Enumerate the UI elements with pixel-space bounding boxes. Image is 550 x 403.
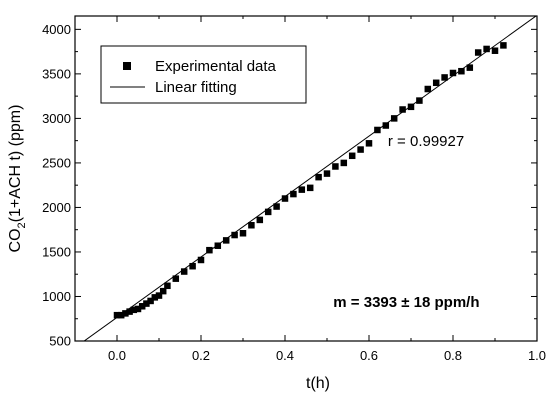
slope-annotation: m = 3393 ± 18 ppm/h: [333, 294, 479, 311]
data-point: [222, 237, 230, 244]
data-point: [206, 246, 213, 254]
correlation-annotation: r = 0.99927: [388, 133, 464, 150]
data-point: [138, 303, 146, 310]
data-point: [382, 122, 390, 129]
y-tick-label: 1500: [42, 244, 71, 259]
data-point: [180, 268, 188, 275]
axis-tick-labels: 0.0 0.2 0.4 0.6 0.8 1.0 500 1000 1500 2000 2500 300…: [42, 22, 546, 363]
x-tick-label: 0.4: [276, 348, 294, 363]
y-tick-label: 2500: [42, 155, 71, 170]
data-point: [449, 69, 457, 77]
y-axis-title-suffix: (1+ACH t) (ppm): [7, 105, 24, 223]
data-point: [197, 256, 205, 264]
data-point: [500, 42, 507, 49]
annotations: r = 0.99927 m = 3393 ± 18 ppm/h: [333, 133, 479, 311]
data-point: [357, 146, 364, 153]
x-tick-label: 1.0: [528, 348, 546, 363]
data-point: [290, 190, 297, 198]
data-point: [390, 115, 398, 122]
data-point: [143, 300, 150, 307]
data-point: [248, 221, 255, 229]
legend-label-linear-fitting: Linear fitting: [155, 79, 237, 96]
data-point: [298, 186, 306, 193]
legend-marker-experimental-data: [123, 62, 131, 70]
data-point: [407, 103, 415, 111]
x-tick-label: 0.8: [444, 348, 462, 363]
data-point: [483, 45, 490, 53]
data-point: [306, 184, 314, 192]
data-point: [458, 67, 465, 75]
data-point: [474, 49, 482, 56]
data-point: [231, 231, 238, 239]
data-point: [365, 140, 373, 147]
data-point: [134, 305, 142, 313]
data-point: [416, 97, 423, 104]
y-tick-label: 3000: [42, 111, 71, 126]
data-point: [155, 292, 163, 299]
data-point: [340, 159, 348, 167]
x-tick-label: 0.2: [192, 348, 210, 363]
data-point: [256, 216, 264, 224]
data-point: [147, 297, 154, 305]
x-tick-label: 0.6: [360, 348, 378, 363]
data-point: [399, 106, 406, 113]
data-point: [273, 203, 280, 210]
y-axis-title-prefix: CO: [7, 228, 24, 252]
data-point: [264, 208, 272, 216]
data-point: [113, 311, 121, 319]
y-axis-title: CO2(1+ACH t) (ppm): [7, 105, 28, 253]
data-point: [117, 311, 125, 319]
data-point: [164, 282, 171, 290]
data-point: [151, 294, 159, 301]
y-tick-label: 500: [49, 334, 71, 349]
y-tick-label: 2000: [42, 200, 71, 215]
data-point: [122, 310, 129, 317]
x-axis-title: t(h): [306, 375, 330, 392]
data-point: [323, 170, 331, 177]
data-point: [424, 85, 432, 93]
data-point: [491, 47, 499, 54]
data-point: [441, 74, 448, 81]
data-point: [172, 275, 180, 282]
plot-frame: [74, 15, 538, 342]
data-point: [189, 262, 196, 270]
data-point: [374, 126, 381, 134]
data-point: [315, 173, 322, 181]
data-point: [239, 230, 247, 237]
legend-label-experimental-data: Experimental data: [155, 58, 277, 75]
y-tick-label: 1000: [42, 289, 71, 304]
legend: Experimental data Linear fitting: [100, 45, 307, 104]
y-axis-title-subscript: 2: [16, 222, 28, 228]
y-tick-label: 4000: [42, 22, 71, 37]
data-point: [348, 152, 356, 160]
data-point: [332, 163, 339, 170]
data-point: [159, 287, 167, 295]
data-point: [130, 306, 138, 314]
data-point: [432, 79, 440, 87]
data-point: [126, 308, 133, 315]
plot-content: [83, 16, 537, 341]
data-point: [466, 64, 474, 71]
legend-box: [100, 45, 307, 104]
data-point: [214, 242, 222, 249]
x-tick-label: 0.0: [108, 348, 126, 363]
data-point: [281, 195, 289, 202]
y-tick-label: 3500: [42, 66, 71, 81]
